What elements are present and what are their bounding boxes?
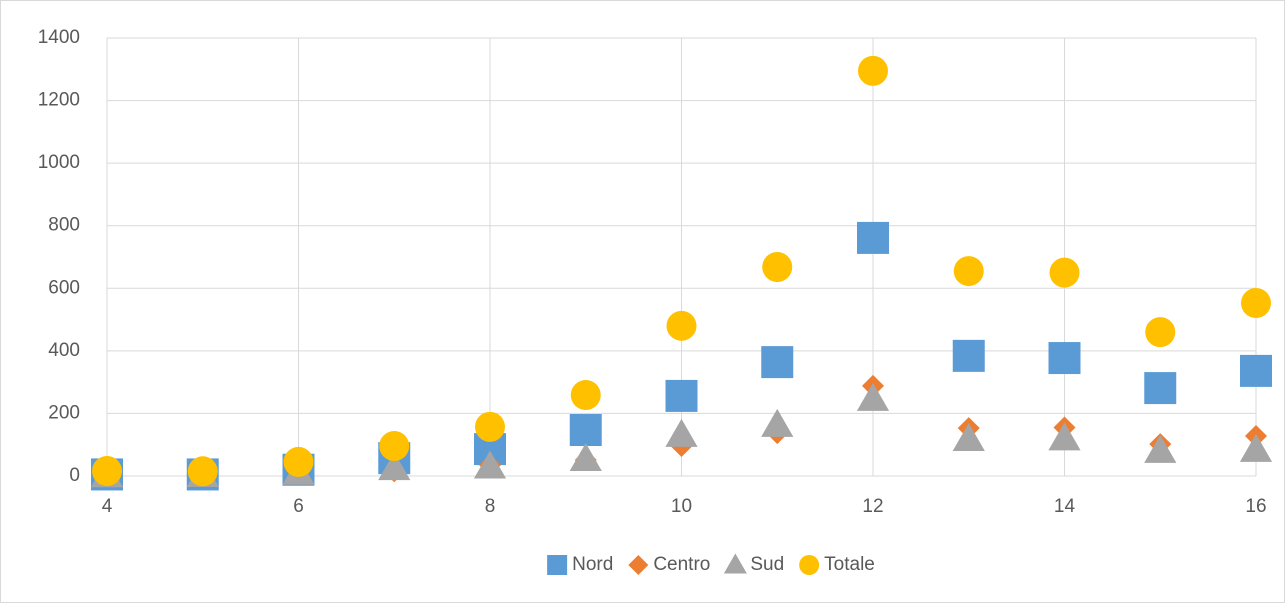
point [569, 443, 602, 472]
point [1241, 287, 1271, 318]
legend-label: Sud [750, 554, 784, 575]
point [570, 379, 601, 410]
point [666, 310, 697, 341]
point [92, 455, 122, 486]
legend-label: Centro [653, 554, 710, 575]
point [1048, 342, 1081, 375]
x-tick-label: 4 [102, 496, 113, 517]
y-tick-label: 0 [69, 465, 80, 486]
point [473, 450, 507, 479]
point [952, 339, 985, 372]
y-tick-label: 1200 [38, 90, 80, 111]
point [856, 382, 890, 411]
point [1144, 372, 1177, 405]
y-tick-label: 1400 [38, 27, 80, 48]
point [762, 252, 793, 283]
point [1239, 433, 1273, 462]
point [569, 414, 602, 447]
y-tick-label: 400 [48, 340, 80, 361]
point [1049, 257, 1080, 288]
point [1145, 317, 1176, 348]
point [857, 221, 889, 254]
x-tick-label: 8 [485, 496, 496, 517]
legend-marker [547, 555, 568, 575]
legend-label: Nord [572, 554, 613, 575]
point [187, 456, 218, 487]
point [378, 452, 411, 481]
legend-marker [628, 555, 649, 575]
point [665, 379, 698, 412]
point [761, 408, 794, 437]
point [1048, 422, 1081, 451]
point [379, 430, 410, 461]
x-tick-label: 6 [293, 496, 304, 517]
point [761, 346, 794, 379]
y-tick-label: 800 [48, 215, 80, 236]
x-tick-label: 16 [1245, 496, 1266, 517]
y-tick-label: 1000 [38, 152, 80, 173]
x-tick-label: 12 [862, 496, 883, 517]
legend-label: Totale [824, 554, 875, 575]
point [953, 256, 984, 287]
point [858, 55, 888, 86]
y-tick-label: 600 [48, 277, 80, 298]
x-tick-label: 14 [1054, 496, 1076, 517]
legend-marker [799, 555, 820, 575]
point [1144, 434, 1177, 463]
x-tick-label: 10 [671, 496, 692, 517]
point [665, 418, 698, 447]
point [952, 422, 985, 451]
point [283, 446, 314, 477]
point [475, 411, 505, 442]
legend-marker [723, 553, 747, 574]
y-tick-label: 200 [48, 402, 80, 423]
point [1240, 354, 1272, 387]
